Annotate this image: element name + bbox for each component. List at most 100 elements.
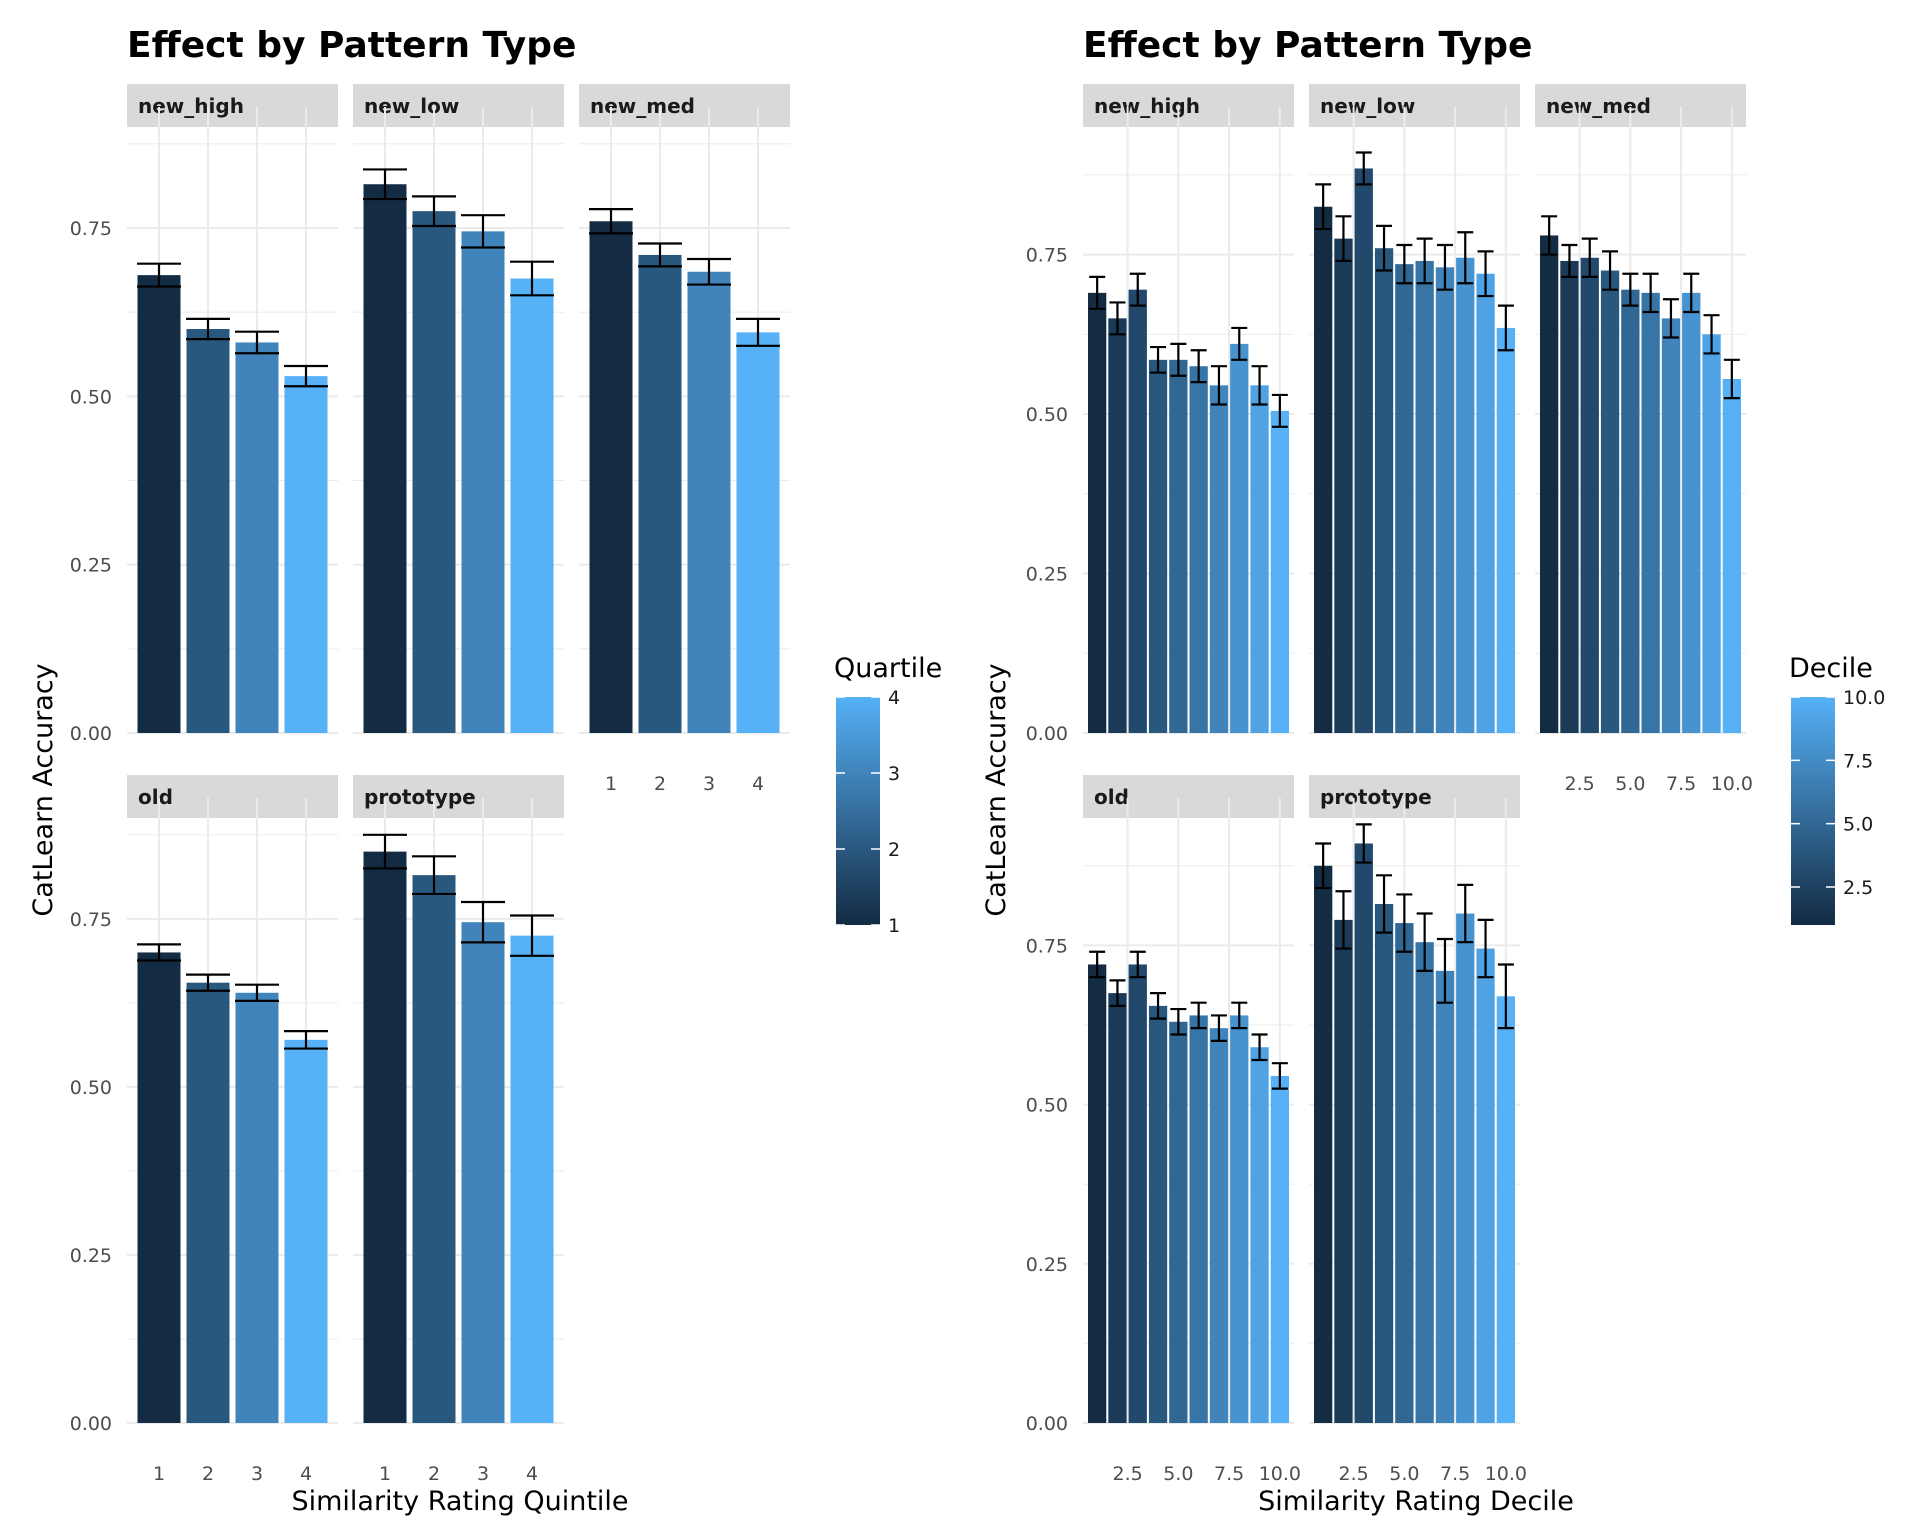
chart-title: Effect by Pattern Type bbox=[1083, 25, 1532, 66]
bar bbox=[461, 922, 505, 1423]
error-bar bbox=[1335, 215, 1352, 263]
error-bar bbox=[1723, 358, 1740, 400]
error-bar bbox=[1251, 365, 1268, 406]
bar bbox=[1395, 923, 1414, 1423]
bar bbox=[1334, 919, 1353, 1423]
bar bbox=[1088, 292, 1107, 733]
bar bbox=[1395, 264, 1414, 733]
bar bbox=[1621, 289, 1640, 733]
x-tick-label: 5.0 bbox=[1389, 1463, 1419, 1485]
error-bar bbox=[363, 833, 407, 870]
facet-label: old bbox=[138, 785, 173, 809]
error-bar bbox=[1376, 224, 1393, 272]
facet-strip bbox=[1083, 775, 1294, 818]
facet-panel: new_med 1 2 3 4 bbox=[579, 84, 790, 795]
y-tick-label: 0.50 bbox=[70, 386, 112, 408]
facet-label: new_high bbox=[1094, 94, 1200, 118]
error-bar bbox=[1436, 937, 1453, 1004]
facet-label: new_high bbox=[138, 94, 244, 118]
bar bbox=[638, 254, 682, 733]
bar bbox=[1108, 318, 1127, 733]
error-bar bbox=[1251, 1033, 1268, 1062]
facet-label: prototype bbox=[364, 785, 476, 809]
x-tick-label: 4 bbox=[300, 1463, 312, 1485]
error-bar bbox=[1497, 304, 1514, 352]
facet-panel: new_high 0.00 0.25 0.50 0.75 bbox=[70, 84, 338, 745]
bar bbox=[363, 851, 407, 1423]
bar bbox=[1476, 948, 1495, 1423]
bar bbox=[1169, 1021, 1188, 1423]
error-bar bbox=[1396, 893, 1413, 953]
legend-label: 1 bbox=[888, 915, 900, 937]
error-bar bbox=[1315, 842, 1332, 890]
error-bar bbox=[1477, 250, 1494, 298]
legend-label: 2 bbox=[888, 839, 900, 861]
y-tick-label: 0.00 bbox=[1026, 1413, 1068, 1435]
x-tick-label: 5.0 bbox=[1163, 1463, 1193, 1485]
bar bbox=[1189, 1015, 1208, 1423]
facet-strip bbox=[1309, 84, 1520, 127]
bar bbox=[137, 952, 181, 1423]
y-tick-label: 0.50 bbox=[1026, 404, 1068, 426]
bar bbox=[510, 935, 554, 1423]
y-tick-label: 0.00 bbox=[70, 723, 112, 745]
error-bar bbox=[186, 317, 230, 341]
bar bbox=[1209, 1028, 1229, 1423]
x-tick-label: 4 bbox=[752, 773, 764, 795]
error-bar bbox=[1089, 950, 1106, 979]
x-tick-label: 2.5 bbox=[1338, 1463, 1368, 1485]
error-bar bbox=[235, 983, 279, 1002]
error-bar bbox=[1190, 349, 1207, 384]
error-bar bbox=[1581, 237, 1598, 279]
bar bbox=[1540, 235, 1559, 733]
error-bar bbox=[1150, 992, 1167, 1020]
y-axis-title: CatLearn Accuracy bbox=[28, 663, 59, 916]
bar bbox=[1435, 267, 1455, 733]
bar bbox=[235, 992, 279, 1423]
facet-strip bbox=[579, 84, 790, 127]
error-bar bbox=[186, 973, 230, 992]
bar bbox=[1108, 993, 1127, 1423]
bar bbox=[461, 231, 505, 733]
y-tick-label: 0.50 bbox=[70, 1077, 112, 1099]
error-bar bbox=[1190, 1001, 1207, 1030]
error-bar bbox=[1416, 912, 1433, 972]
error-bar bbox=[1129, 950, 1146, 979]
facet-panel: new_high 0.00 0.25 0.50 0.75 bbox=[1026, 84, 1294, 745]
x-tick-label: 4 bbox=[526, 1463, 538, 1485]
error-bar bbox=[687, 257, 731, 286]
x-tick-label: 10.0 bbox=[1711, 773, 1753, 795]
bar bbox=[589, 221, 633, 733]
error-bar bbox=[1541, 215, 1558, 256]
bar bbox=[235, 342, 279, 733]
bar bbox=[1250, 1047, 1269, 1423]
bar bbox=[363, 184, 407, 733]
facet-strip bbox=[127, 775, 338, 818]
error-bar bbox=[510, 914, 554, 957]
error-bar bbox=[1561, 243, 1578, 279]
facet-panel: prototype 2.5 5.0 7.5 10.0 bbox=[1309, 775, 1527, 1485]
x-tick-label: 2 bbox=[202, 1463, 214, 1485]
legend-label: 2.5 bbox=[1843, 877, 1873, 899]
bar bbox=[1435, 970, 1455, 1423]
bar bbox=[1128, 289, 1147, 733]
error-bar bbox=[363, 168, 407, 201]
legend-label: 10.0 bbox=[1843, 687, 1885, 709]
error-bar bbox=[1170, 1007, 1187, 1036]
bar bbox=[1088, 964, 1107, 1423]
error-bar bbox=[1436, 243, 1453, 291]
facet-panel: prototype 1 2 3 4 bbox=[353, 775, 564, 1485]
legend-label: 7.5 bbox=[1843, 750, 1873, 772]
bar bbox=[1354, 168, 1373, 734]
bar bbox=[1354, 843, 1373, 1423]
error-bar bbox=[1170, 342, 1187, 377]
error-bar bbox=[1150, 345, 1167, 374]
bar bbox=[412, 875, 456, 1423]
y-tick-label: 0.75 bbox=[70, 909, 112, 931]
y-tick-label: 0.75 bbox=[1026, 245, 1068, 267]
legend: Quartile 1 2 3 4 bbox=[834, 653, 942, 937]
error-bar bbox=[1231, 1001, 1248, 1030]
bar bbox=[1560, 260, 1579, 733]
